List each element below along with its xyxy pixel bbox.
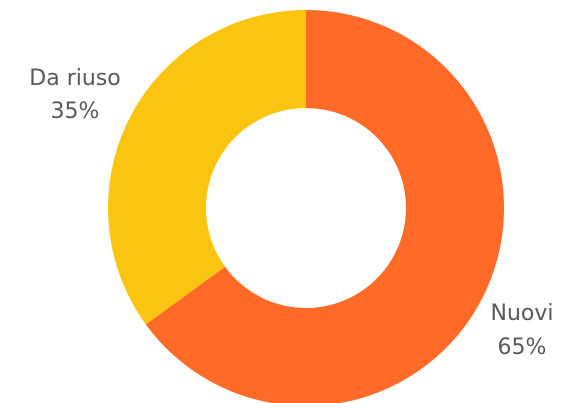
slice-label-nuovi: Nuovi 65% [491,301,554,360]
slices-layer [108,10,504,403]
slice-label-nuovi-name: Nuovi [491,301,554,326]
slice-nuovi [145,10,504,403]
slice-label-da-riuso: Da riuso 35% [29,66,120,124]
slice-label-da-riuso-value: 35% [51,99,100,124]
slice-label-nuovi-value: 65% [498,335,547,360]
slice-da-riuso [108,10,306,325]
slice-label-da-riuso-name: Da riuso [29,66,120,91]
